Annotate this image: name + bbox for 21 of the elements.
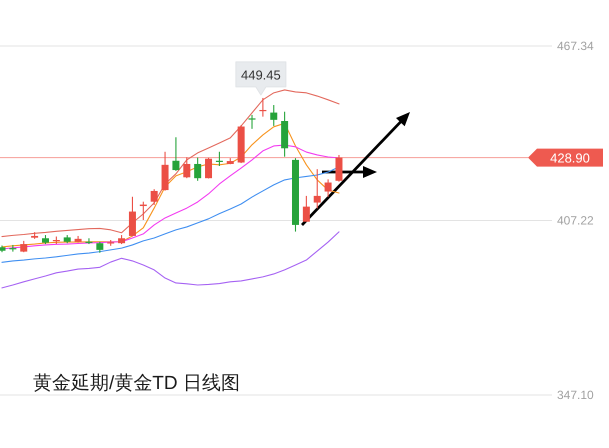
candlestick: [314, 168, 321, 209]
candlestick: [270, 104, 278, 126]
candlestick: [302, 195, 310, 222]
candlestick: [194, 157, 202, 182]
candlestick: [140, 201, 147, 221]
y-tick-label: 347.10: [557, 388, 594, 402]
y-tick-label: 407.22: [557, 214, 594, 228]
candlestick: [324, 178, 332, 198]
line-series: [1, 231, 340, 288]
candlestick: [150, 188, 158, 206]
candlestick: [335, 154, 342, 182]
candlestick: [96, 241, 104, 254]
candlestick: [172, 136, 180, 172]
annotation: 449.45: [240, 67, 281, 82]
line-series: [1, 89, 340, 238]
candlestick: [20, 240, 28, 253]
candlestick: [183, 156, 190, 179]
ref-line-label: 428.90: [550, 150, 590, 166]
text: 黄金延期/黄金TD 日线图: [33, 373, 240, 394]
candlestick: [205, 157, 212, 180]
y-tick-label: 467.34: [557, 39, 594, 53]
